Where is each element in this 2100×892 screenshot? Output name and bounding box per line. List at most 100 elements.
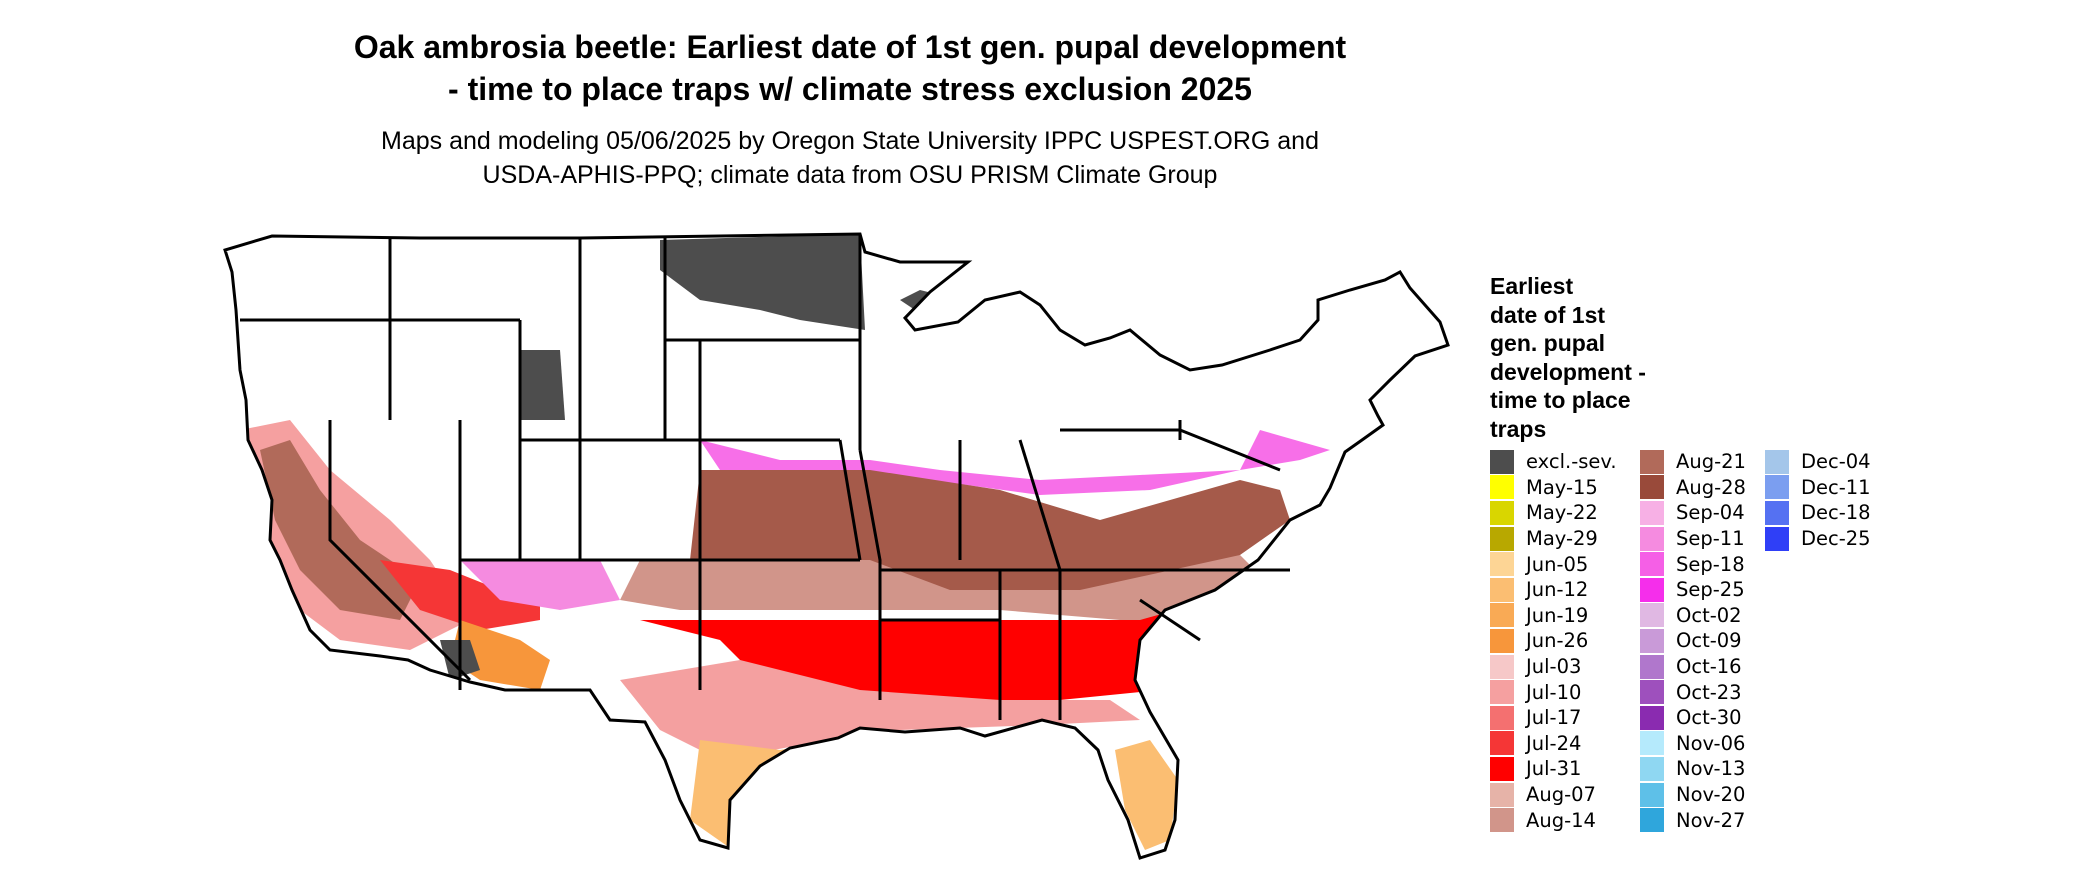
legend-swatch: [1640, 782, 1664, 807]
legend-label: Dec-04: [1801, 450, 1871, 474]
legend-swatch: [1640, 526, 1664, 551]
legend-label: Nov-27: [1676, 808, 1746, 832]
legend-label: Jul-24: [1526, 731, 1582, 755]
legend-item: Nov-13: [1640, 756, 1746, 782]
legend-label: Jul-10: [1526, 680, 1582, 704]
legend-item: Jun-12: [1490, 577, 1617, 603]
map-subtitle-line-1: Maps and modeling 05/06/2025 by Oregon S…: [381, 127, 1319, 155]
legend-label: Dec-25: [1801, 527, 1871, 551]
legend-label: Aug-28: [1676, 475, 1746, 499]
legend-item: Jun-05: [1490, 551, 1617, 577]
legend-label: Oct-16: [1676, 655, 1742, 679]
legend-swatch: [1640, 731, 1664, 756]
legend-title-line: development -: [1490, 358, 1646, 385]
legend-swatch: [1640, 475, 1664, 500]
legend-item: Jun-26: [1490, 628, 1617, 654]
legend-swatch: [1640, 500, 1664, 525]
legend-swatch: [1490, 731, 1514, 756]
legend-label: Jun-19: [1526, 603, 1589, 627]
legend-label: Dec-11: [1801, 475, 1871, 499]
legend-label: Sep-04: [1676, 501, 1745, 525]
legend-label: Aug-21: [1676, 450, 1746, 474]
legend-item: Jul-24: [1490, 731, 1617, 757]
legend-label: Oct-23: [1676, 680, 1742, 704]
legend-item: Dec-25: [1765, 526, 1871, 552]
legend-item: Dec-04: [1765, 449, 1871, 475]
map-title-line-1: Oak ambrosia beetle: Earliest date of 1s…: [353, 29, 1347, 65]
legend-swatch: [1640, 756, 1664, 781]
legend-item: Aug-14: [1490, 807, 1617, 833]
legend-item: May-29: [1490, 526, 1617, 552]
legend-label: Nov-13: [1676, 757, 1746, 781]
state-borders: [240, 234, 1290, 720]
legend-label: May-22: [1526, 501, 1598, 525]
legend-swatch: [1640, 808, 1664, 833]
legend-label: Nov-06: [1676, 731, 1746, 755]
us-outline: [223, 232, 1450, 860]
legend-column-2: Aug-21 Aug-28 Sep-04 Sep-11 Sep-18 Sep-25 Oct-…: [1640, 449, 1746, 833]
legend-swatch: [1490, 500, 1514, 525]
legend-label: Aug-07: [1526, 783, 1596, 807]
legend-swatch: [1640, 552, 1664, 577]
legend-label: Nov-20: [1676, 783, 1746, 807]
legend-swatch: [1490, 705, 1514, 730]
legend-swatch: [1490, 756, 1514, 781]
legend-title-line: date of 1st: [1490, 301, 1606, 328]
legend-item: Nov-06: [1640, 731, 1746, 757]
legend-swatch: [1640, 654, 1664, 679]
legend-swatch: [1640, 449, 1664, 474]
legend-label: Dec-18: [1801, 501, 1871, 525]
legend-label: Sep-18: [1676, 552, 1745, 576]
legend-swatch: [1490, 449, 1514, 474]
legend-title: Earliest date of 1st gen. pupal developm…: [1490, 272, 1710, 443]
legend-swatch: [1490, 808, 1514, 833]
legend-swatch: [1640, 577, 1664, 602]
legend-item: May-22: [1490, 500, 1617, 526]
legend-swatch: [1640, 680, 1664, 705]
legend-swatch: [1640, 628, 1664, 653]
legend-swatch: [1765, 526, 1789, 551]
legend-label: Jul-03: [1526, 655, 1582, 679]
legend-swatch: [1490, 603, 1514, 628]
legend-title-line: traps: [1490, 415, 1547, 442]
legend-item: Dec-18: [1765, 500, 1871, 526]
legend-title-line: gen. pupal: [1490, 330, 1605, 356]
legend-item: Sep-25: [1640, 577, 1746, 603]
legend-label: Jul-17: [1526, 706, 1582, 730]
legend-item: Sep-18: [1640, 551, 1746, 577]
legend-label: Oct-09: [1676, 629, 1742, 653]
legend-swatch: [1490, 654, 1514, 679]
legend-item: Nov-20: [1640, 782, 1746, 808]
legend-title-line: time to place: [1490, 387, 1631, 413]
legend-item: Jul-10: [1490, 679, 1617, 705]
legend-item: May-15: [1490, 475, 1617, 501]
legend-column-1: excl.-sev. May-15 May-22 May-29 Jun-05 Jun-12…: [1490, 449, 1617, 833]
legend-swatch: [1490, 475, 1514, 500]
legend-label: excl.-sev.: [1526, 450, 1617, 474]
legend-item: Sep-04: [1640, 500, 1746, 526]
legend-item: Sep-11: [1640, 526, 1746, 552]
legend-swatch: [1765, 500, 1789, 525]
legend-item: Aug-21: [1640, 449, 1746, 475]
legend-item: excl.-sev.: [1490, 449, 1617, 475]
map-subtitle: Maps and modeling 05/06/2025 by Oregon S…: [150, 124, 1550, 192]
legend-swatch: [1490, 552, 1514, 577]
legend-swatch: [1640, 705, 1664, 730]
legend-label: May-29: [1526, 527, 1598, 551]
legend-swatch: [1490, 680, 1514, 705]
legend-item: Oct-16: [1640, 654, 1746, 680]
legend-label: Sep-25: [1676, 578, 1745, 602]
legend-item: Aug-28: [1640, 475, 1746, 501]
legend-label: Aug-14: [1526, 808, 1596, 832]
legend-title-line: Earliest: [1490, 273, 1574, 299]
legend-column-3: Dec-04 Dec-11 Dec-18 Dec-25: [1765, 449, 1871, 551]
legend-item: Jul-31: [1490, 756, 1617, 782]
legend-label: Jun-05: [1526, 552, 1589, 576]
legend-swatch: [1490, 628, 1514, 653]
legend-label: May-15: [1526, 475, 1598, 499]
legend-label: Jun-12: [1526, 578, 1589, 602]
legend-label: Oct-02: [1676, 603, 1742, 627]
legend-swatch: [1490, 782, 1514, 807]
legend-item: Nov-27: [1640, 807, 1746, 833]
